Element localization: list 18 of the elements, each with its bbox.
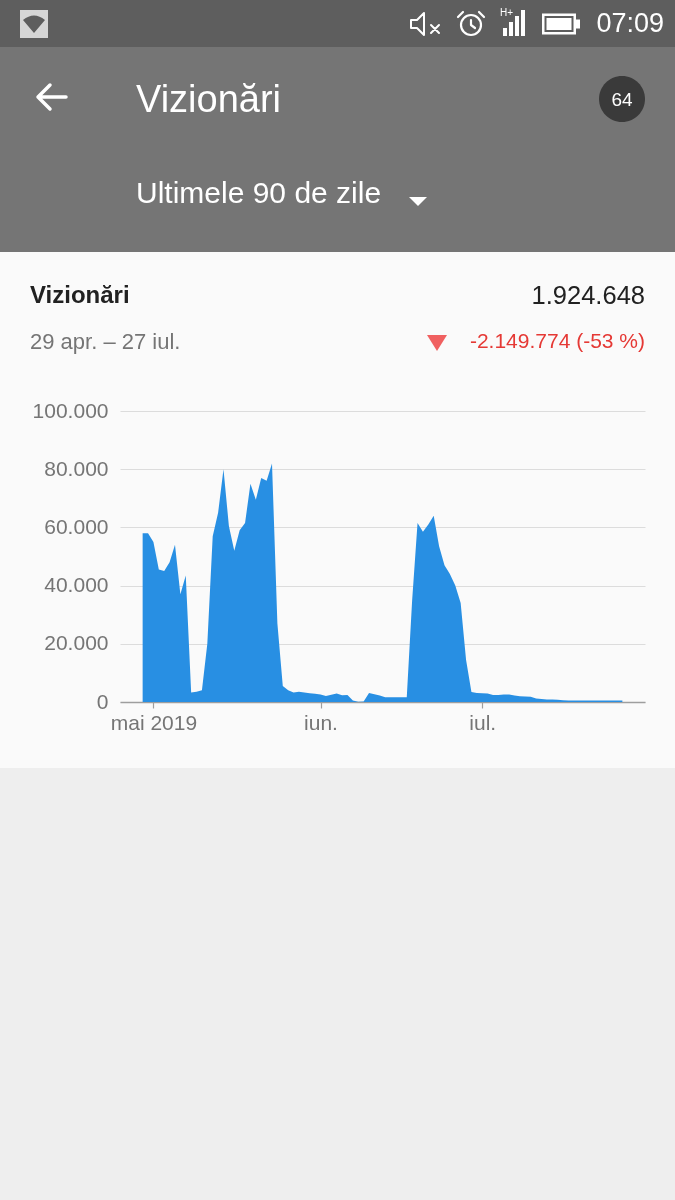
- y-tick-label: 20.000: [44, 631, 109, 655]
- y-tick-label: 60.000: [44, 514, 109, 538]
- x-tick-label: mai 2019: [110, 710, 198, 734]
- text: H+: [500, 7, 514, 18]
- chart-subtitle: Ultimele 90 de zile: [136, 176, 382, 209]
- text: -2.149.774 (-53 %): [469, 329, 645, 352]
- text: 07:09: [596, 8, 664, 38]
- x-tick-label: iun.: [304, 710, 338, 734]
- x-tick-label: iul.: [469, 710, 497, 734]
- text: 64: [611, 89, 633, 110]
- text: 1.924.648: [531, 281, 645, 309]
- y-tick-label: 80.000: [44, 456, 109, 480]
- text: 29 apr. – 27 iul.: [30, 329, 181, 354]
- text: Vizionări: [30, 281, 130, 308]
- y-tick-label: 40.000: [44, 573, 109, 597]
- y-tick-label: 0: [96, 689, 109, 713]
- chart-title: Vizionări: [136, 78, 282, 120]
- y-tick-label: 100.000: [32, 398, 109, 422]
